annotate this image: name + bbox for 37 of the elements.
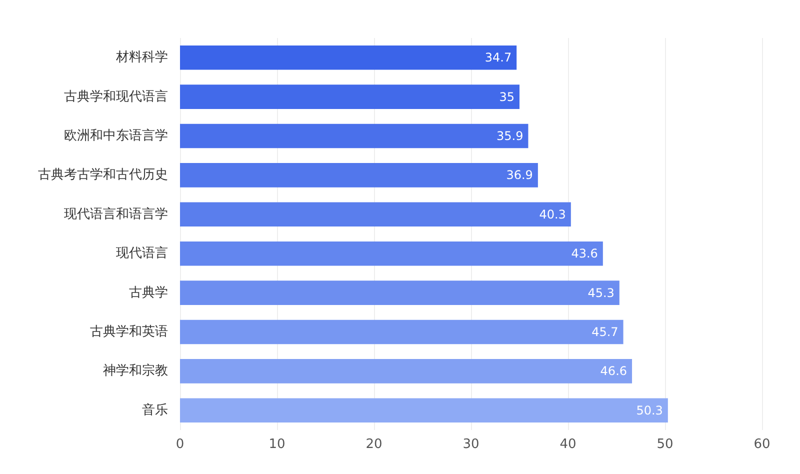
x-tick-label: 60 — [754, 437, 770, 452]
bar — [180, 124, 528, 148]
bar — [180, 163, 538, 188]
bar — [180, 241, 603, 266]
x-tick-label: 40 — [560, 437, 576, 452]
bar — [180, 320, 624, 344]
y-tick-label: 欧洲和中东语言学 — [64, 128, 168, 144]
y-tick-label: 古典学和英语 — [90, 324, 168, 340]
y-tick-label: 现代语言 — [116, 245, 168, 262]
bar — [180, 45, 517, 70]
bar — [180, 84, 520, 109]
data-label: 34.7 — [484, 50, 512, 65]
data-label: 36.9 — [506, 168, 533, 182]
x-tick-label: 50 — [656, 437, 674, 452]
data-label: 35.9 — [496, 129, 524, 143]
data-label: 45.3 — [588, 286, 614, 300]
data-label: 43.6 — [571, 246, 598, 261]
x-tick-label: 30 — [462, 437, 480, 452]
y-tick-label: 材料科学 — [115, 50, 168, 66]
y-tick-label: 现代语言和语言学 — [64, 206, 168, 222]
y-tick-label: 古典考古学和古代历史 — [38, 168, 168, 183]
data-label: 46.6 — [600, 364, 628, 378]
data-label: 35 — [499, 90, 514, 104]
x-tick-label: 10 — [268, 437, 286, 452]
data-label: 45.7 — [592, 325, 618, 339]
x-tick-label: 20 — [366, 437, 382, 452]
data-label: 40.3 — [539, 207, 566, 222]
y-tick-label: 古典学 — [129, 285, 168, 300]
bar — [180, 202, 571, 227]
y-tick-label: 神学和宗教 — [103, 362, 168, 379]
data-label: 50.3 — [636, 403, 663, 418]
bar — [180, 398, 668, 423]
bar — [180, 280, 620, 305]
y-tick-label: 古典学和现代语言 — [64, 88, 168, 104]
bar — [180, 359, 632, 384]
x-tick-label: 0 — [176, 437, 184, 452]
y-tick-label: 音乐 — [142, 402, 168, 418]
